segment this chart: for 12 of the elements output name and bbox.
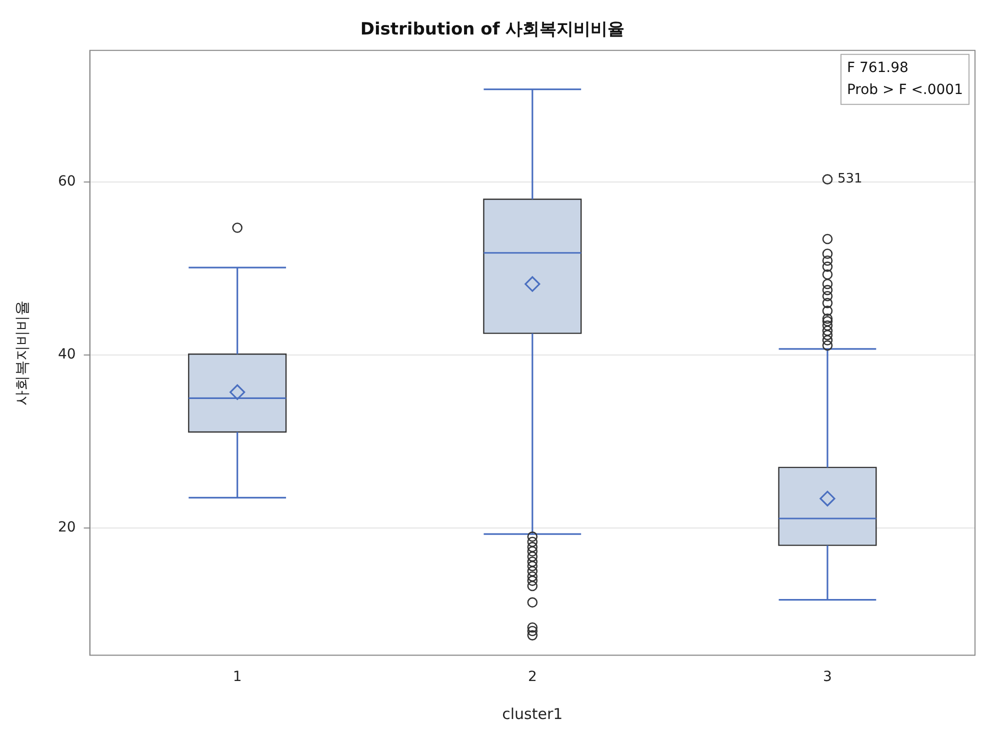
y-tick-label: 40: [58, 346, 76, 363]
x-axis-title: cluster1: [502, 704, 563, 723]
x-tick-label: 3: [823, 669, 832, 686]
annotation: F 761.98: [846, 60, 908, 76]
chart-title: Distribution of 사회복지비비율: [360, 20, 625, 40]
annotation: 531: [837, 172, 862, 187]
x-tick-label: 2: [528, 669, 537, 686]
annotation: Prob > F <.0001: [846, 82, 964, 98]
y-tick-label: 20: [58, 520, 76, 536]
x-tick-label: 1: [232, 669, 242, 686]
y-tick-label: 60: [58, 174, 76, 190]
y-axis-title: 사회복지비비율: [12, 300, 31, 406]
